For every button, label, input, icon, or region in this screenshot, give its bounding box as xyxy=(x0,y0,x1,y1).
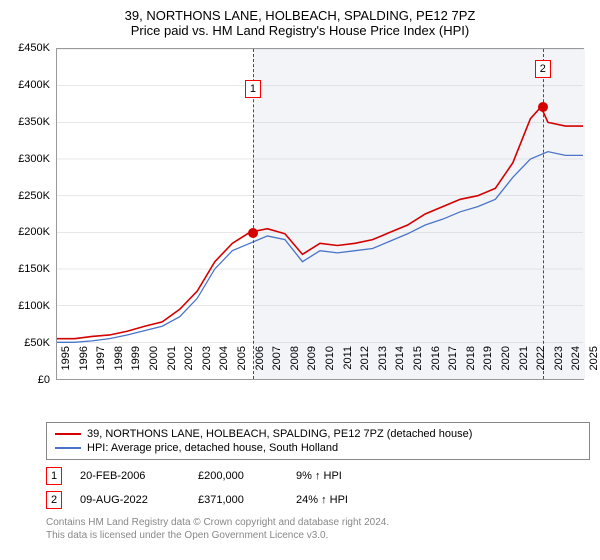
x-axis-label: 1998 xyxy=(113,346,125,386)
x-axis-label: 2020 xyxy=(500,346,512,386)
legend-swatch xyxy=(55,433,81,435)
x-axis-label: 2012 xyxy=(359,346,371,386)
x-axis-label: 2019 xyxy=(482,346,494,386)
x-axis-label: 2024 xyxy=(570,346,582,386)
y-axis-label: £300K xyxy=(10,153,50,165)
event-diff: 9% ↑ HPI xyxy=(296,470,376,482)
event-marker-box: 2 xyxy=(46,491,62,509)
y-axis-label: £250K xyxy=(10,190,50,202)
x-axis-label: 2005 xyxy=(236,346,248,386)
x-axis-label: 1997 xyxy=(95,346,107,386)
x-axis-label: 2010 xyxy=(324,346,336,386)
event-vline xyxy=(543,49,544,379)
x-axis-label: 2021 xyxy=(518,346,530,386)
legend-label: 39, NORTHONS LANE, HOLBEACH, SPALDING, P… xyxy=(87,428,472,440)
x-axis-label: 2025 xyxy=(588,346,600,386)
x-axis-label: 2009 xyxy=(306,346,318,386)
event-price: £200,000 xyxy=(198,470,278,482)
y-axis-label: £450K xyxy=(10,42,50,54)
event-diff: 24% ↑ HPI xyxy=(296,494,376,506)
legend-label: HPI: Average price, detached house, Sout… xyxy=(87,442,338,454)
event-callout: 1 xyxy=(245,80,261,98)
legend-row: HPI: Average price, detached house, Sout… xyxy=(55,441,581,455)
footer-attribution: Contains HM Land Registry data © Crown c… xyxy=(46,516,590,542)
x-axis-label: 2014 xyxy=(394,346,406,386)
event-price: £371,000 xyxy=(198,494,278,506)
chart-container: £0 £50K £100K £150K £200K £250K £300K £350K £400… xyxy=(10,46,590,416)
x-axis-label: 2013 xyxy=(377,346,389,386)
event-row: 1 20-FEB-2006 £200,000 9% ↑ HPI xyxy=(46,464,590,488)
x-axis-label: 2015 xyxy=(412,346,424,386)
plot-area: 12 xyxy=(56,48,584,380)
y-axis-label: £350K xyxy=(10,116,50,128)
x-axis-label: 2023 xyxy=(553,346,565,386)
x-axis-label: 2004 xyxy=(218,346,230,386)
x-axis-label: 1995 xyxy=(60,346,72,386)
event-row: 2 09-AUG-2022 £371,000 24% ↑ HPI xyxy=(46,488,590,512)
x-axis-label: 2018 xyxy=(465,346,477,386)
x-axis-label: 1999 xyxy=(130,346,142,386)
x-axis-label: 2000 xyxy=(148,346,160,386)
y-axis-label: £400K xyxy=(10,79,50,91)
x-axis-label: 2001 xyxy=(166,346,178,386)
x-axis-label: 2003 xyxy=(201,346,213,386)
event-date: 09-AUG-2022 xyxy=(80,494,180,506)
event-date: 20-FEB-2006 xyxy=(80,470,180,482)
x-axis-label: 2016 xyxy=(430,346,442,386)
y-axis-label: £0 xyxy=(10,374,50,386)
y-axis-label: £150K xyxy=(10,263,50,275)
x-axis-label: 2007 xyxy=(271,346,283,386)
legend-row: 39, NORTHONS LANE, HOLBEACH, SPALDING, P… xyxy=(55,427,581,441)
event-marker-box: 1 xyxy=(46,467,62,485)
chart-title-line1: 39, NORTHONS LANE, HOLBEACH, SPALDING, P… xyxy=(10,8,590,23)
y-axis-label: £50K xyxy=(10,337,50,349)
legend-swatch xyxy=(55,447,81,449)
events-table: 1 20-FEB-2006 £200,000 9% ↑ HPI 2 09-AUG-2022… xyxy=(46,464,590,512)
y-axis-label: £200K xyxy=(10,226,50,238)
event-callout: 2 xyxy=(535,60,551,78)
x-axis-label: 1996 xyxy=(78,346,90,386)
series-line-property xyxy=(57,107,583,339)
x-axis-label: 2011 xyxy=(342,346,354,386)
series-line-hpi xyxy=(57,152,583,343)
data-lines xyxy=(57,49,583,379)
y-axis-label: £100K xyxy=(10,300,50,312)
chart-title-line2: Price paid vs. HM Land Registry's House … xyxy=(10,23,590,38)
footer-line1: Contains HM Land Registry data © Crown c… xyxy=(46,516,590,529)
event-dot xyxy=(538,102,548,112)
x-axis-label: 2002 xyxy=(183,346,195,386)
event-vline xyxy=(253,49,254,379)
x-axis-label: 2022 xyxy=(535,346,547,386)
x-axis-label: 2008 xyxy=(289,346,301,386)
footer-line2: This data is licensed under the Open Gov… xyxy=(46,529,590,542)
x-axis-label: 2006 xyxy=(254,346,266,386)
legend: 39, NORTHONS LANE, HOLBEACH, SPALDING, P… xyxy=(46,422,590,460)
event-dot xyxy=(248,228,258,238)
x-axis-label: 2017 xyxy=(447,346,459,386)
